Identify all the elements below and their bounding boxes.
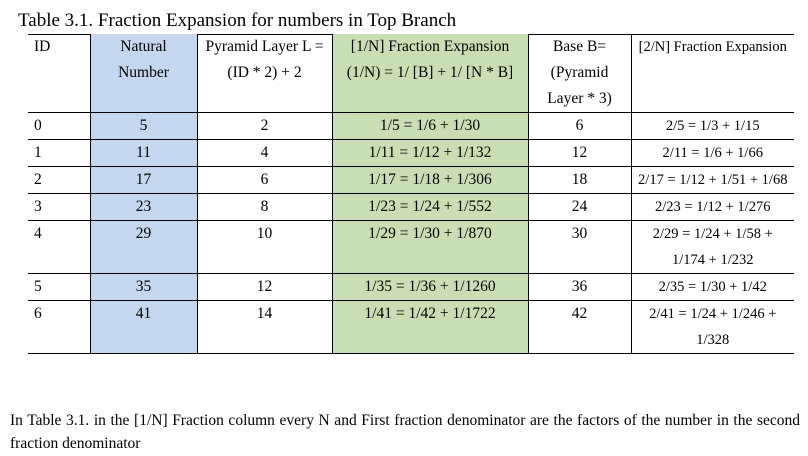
header-id: ID — [28, 34, 90, 113]
cell-natural-number: 29 — [89, 220, 197, 274]
table-row: 0 5 2 1/5 = 1/6 + 1/30 6 2/5 = 1/3 + 1/15 — [28, 112, 794, 140]
cell-id: 4 — [28, 220, 90, 274]
cell-2n-fraction-expansion: 2/5 = 1/3 + 1/15 — [630, 112, 794, 140]
table-row: 6 41 14 1/41 = 1/42 + 1/1722 42 2/41 = 1/24 +… — [28, 300, 794, 354]
cell-id: 2 — [28, 166, 90, 194]
cell-2n-fraction-expansion: 2/11 = 1/6 + 1/66 — [630, 139, 794, 167]
header-1n-fraction-expansion: [1/N] Fraction Expansion (1/N) = 1/ [B] … — [331, 34, 528, 113]
table-row: 2 17 6 1/17 = 1/18 + 1/306 18 2/17 = 1/12 + 1… — [28, 166, 794, 194]
cell-1n-fraction-expansion: 1/17 = 1/18 + 1/306 — [331, 166, 528, 194]
cell-pyramid-layer: 6 — [196, 166, 332, 194]
cell-pyramid-layer: 14 — [196, 300, 332, 354]
cell-1n-fraction-expansion: 1/41 = 1/42 + 1/1722 — [331, 300, 528, 354]
header-natural-number: Natural Number — [89, 34, 197, 113]
cell-pyramid-layer: 8 — [196, 193, 332, 221]
cell-2n-fraction-expansion: 2/29 = 1/24 + 1/58 + 1/174 + 1/232 — [630, 220, 794, 274]
table-row: 3 23 8 1/23 = 1/24 + 1/552 24 2/23 = 1/12 + 1… — [28, 193, 794, 221]
cell-1n-fraction-expansion: 1/11 = 1/12 + 1/132 — [331, 139, 528, 167]
cell-1n-fraction-expansion: 1/23 = 1/24 + 1/552 — [331, 193, 528, 221]
cell-id: 6 — [28, 300, 90, 354]
cell-1n-fraction-expansion: 1/29 = 1/30 + 1/870 — [331, 220, 528, 274]
cell-base: 42 — [527, 300, 631, 354]
cell-1n-fraction-expansion: 1/35 = 1/36 + 1/1260 — [331, 273, 528, 301]
cell-id: 5 — [28, 273, 90, 301]
cell-id: 0 — [28, 112, 90, 140]
cell-pyramid-layer: 2 — [196, 112, 332, 140]
cell-pyramid-layer: 12 — [196, 273, 332, 301]
cell-natural-number: 11 — [89, 139, 197, 167]
fraction-table: ID Natural Number Pyramid Layer L = (ID … — [28, 34, 794, 354]
cell-base: 24 — [527, 193, 631, 221]
header-base: Base B= (Pyramid Layer * 3) — [527, 34, 631, 113]
cell-base: 12 — [527, 139, 631, 167]
table-row: 4 29 10 1/29 = 1/30 + 1/870 30 2/29 = 1/24 + … — [28, 220, 794, 274]
cell-natural-number: 41 — [89, 300, 197, 354]
cell-natural-number: 35 — [89, 273, 197, 301]
table-note: In Table 3.1. in the [1/N] Fraction colu… — [10, 412, 800, 452]
cell-id: 3 — [28, 193, 90, 221]
cell-id: 1 — [28, 139, 90, 167]
cell-pyramid-layer: 4 — [196, 139, 332, 167]
cell-pyramid-layer: 10 — [196, 220, 332, 274]
header-pyramid-layer: Pyramid Layer L = (ID * 2) + 2 — [196, 34, 332, 113]
cell-base: 30 — [527, 220, 631, 274]
cell-2n-fraction-expansion: 2/17 = 1/12 + 1/51 + 1/68 — [630, 166, 794, 194]
cell-natural-number: 23 — [89, 193, 197, 221]
cell-natural-number: 5 — [89, 112, 197, 140]
table-row: 5 35 12 1/35 = 1/36 + 1/1260 36 2/35 = 1/30 +… — [28, 273, 794, 301]
cell-2n-fraction-expansion: 2/41 = 1/24 + 1/246 + 1/328 — [630, 300, 794, 354]
cell-base: 18 — [527, 166, 631, 194]
header-row: ID Natural Number Pyramid Layer L = (ID … — [28, 34, 794, 113]
table-caption: Table 3.1. Fraction Expansion for number… — [18, 10, 457, 31]
cell-natural-number: 17 — [89, 166, 197, 194]
cell-2n-fraction-expansion: 2/23 = 1/12 + 1/276 — [630, 193, 794, 221]
cell-base: 36 — [527, 273, 631, 301]
header-2n-fraction-expansion: [2/N] Fraction Expansion — [630, 34, 794, 113]
cell-2n-fraction-expansion: 2/35 = 1/30 + 1/42 — [630, 273, 794, 301]
cell-1n-fraction-expansion: 1/5 = 1/6 + 1/30 — [331, 112, 528, 140]
table-row: 1 11 4 1/11 = 1/12 + 1/132 12 2/11 = 1/6 + 1/… — [28, 139, 794, 167]
cell-base: 6 — [527, 112, 631, 140]
